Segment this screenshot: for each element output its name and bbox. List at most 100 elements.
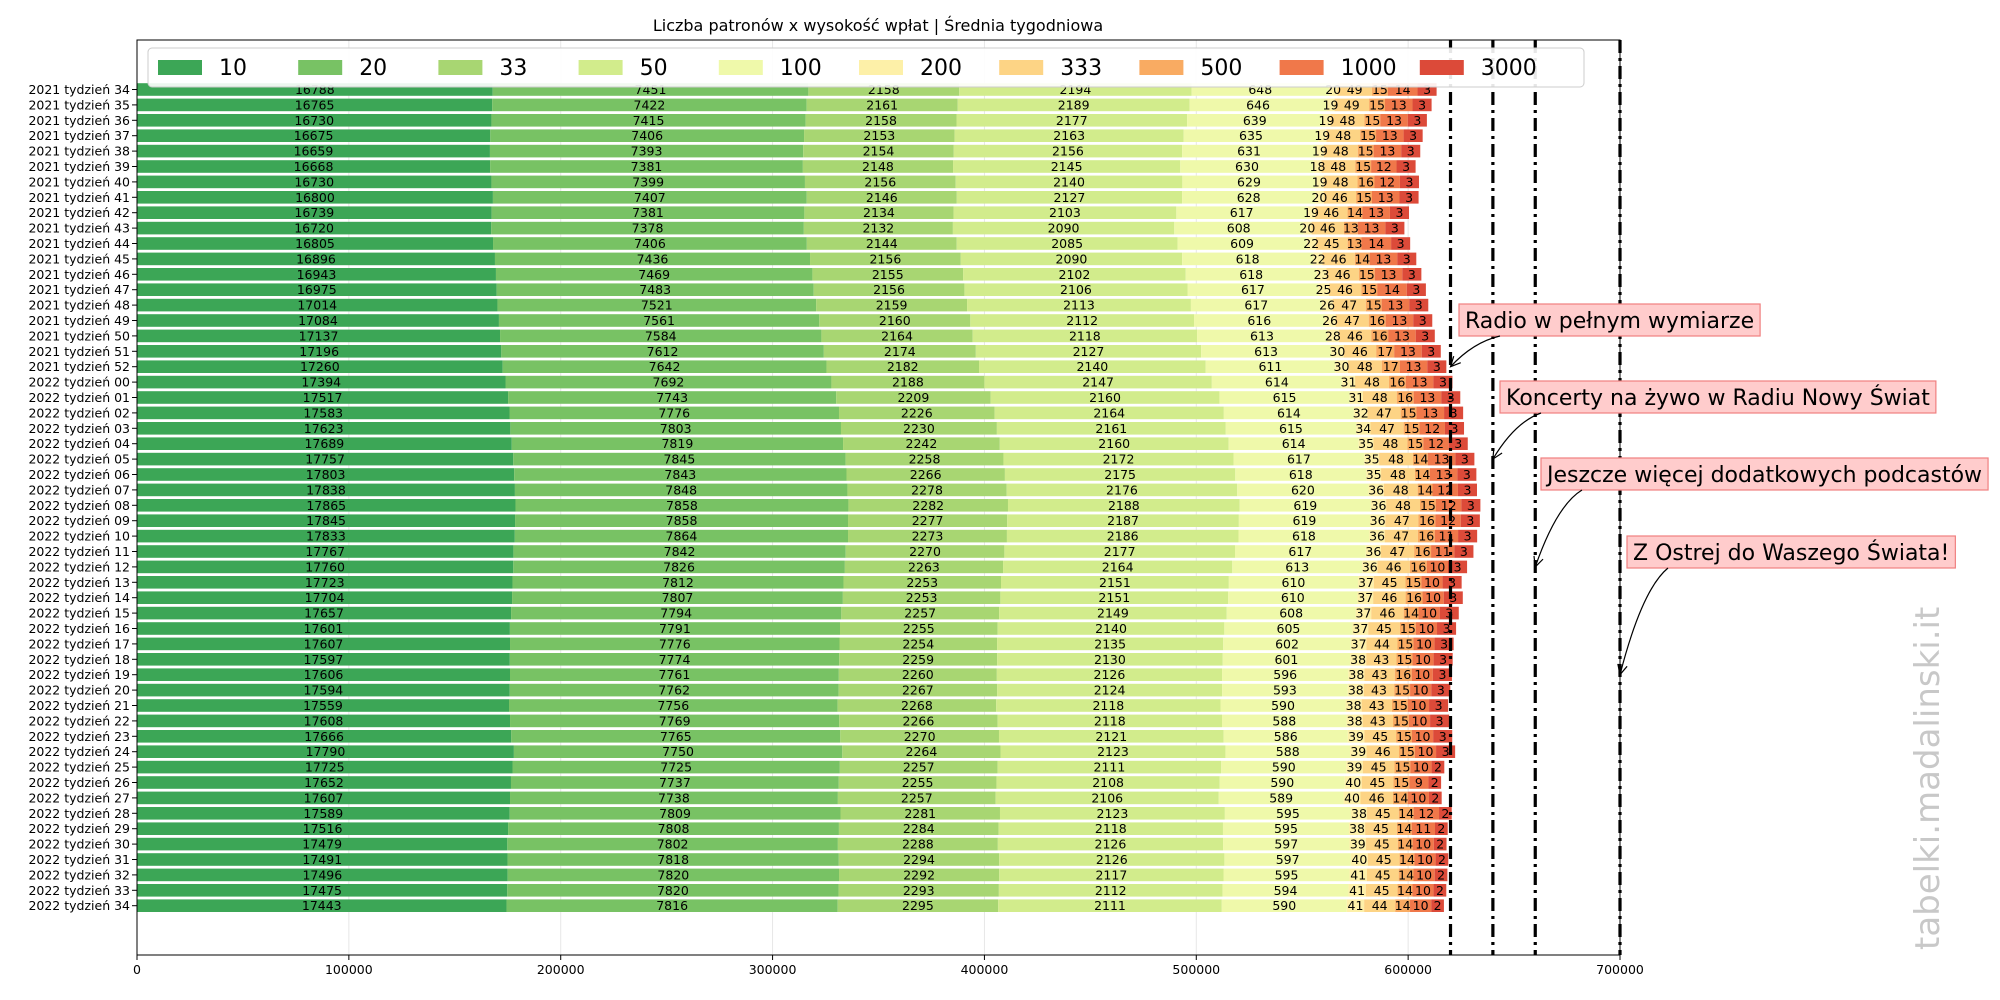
bar-value-label: 629 xyxy=(1237,174,1261,189)
bar-segment xyxy=(1458,529,1478,543)
bar-segment xyxy=(1360,791,1393,805)
annotation-text: Z Ostrej do Waszego Świata! xyxy=(1633,540,1949,566)
bar-segment xyxy=(137,468,515,481)
bar-value-label: 2161 xyxy=(1095,421,1127,436)
bar-value-label: 2264 xyxy=(906,744,938,759)
bar-segment xyxy=(839,637,998,651)
bar-value-label: 45 xyxy=(1375,867,1391,882)
bar-value-label: 595 xyxy=(1274,821,1298,836)
bar-segment xyxy=(491,206,805,219)
legend-label: 33 xyxy=(499,56,527,81)
bar-segment xyxy=(1321,160,1356,173)
bar-segment xyxy=(837,791,996,805)
bar-segment xyxy=(1177,237,1307,250)
bar-segment xyxy=(1324,314,1336,327)
bar-segment xyxy=(511,730,841,743)
bar-segment xyxy=(1306,237,1316,250)
bar-value-label: 2 xyxy=(1436,837,1444,852)
bar-value-label: 2164 xyxy=(1093,405,1125,420)
bar-segment xyxy=(1373,144,1402,158)
bar-segment xyxy=(839,653,998,666)
bar-value-label: 39 xyxy=(1348,729,1364,744)
bar-value-label: 43 xyxy=(1371,683,1387,698)
bar-value-label: 2174 xyxy=(884,344,916,359)
bar-segment xyxy=(1444,406,1464,420)
bar-value-label: 13 xyxy=(1406,359,1422,374)
bar-segment xyxy=(489,144,804,158)
bar-segment xyxy=(838,406,995,420)
bar-value-label: 38 xyxy=(1348,683,1364,698)
bar-value-label: 3 xyxy=(1450,405,1458,420)
bar-segment xyxy=(1418,514,1436,527)
bar-value-label: 19 xyxy=(1312,144,1328,159)
bar-value-label: 7803 xyxy=(660,421,692,436)
bar-value-label: 14 xyxy=(1399,852,1415,867)
bar-segment xyxy=(997,637,1224,651)
bar-value-label: 2111 xyxy=(1094,760,1126,775)
bar-segment xyxy=(137,714,511,728)
bar-segment xyxy=(137,298,498,312)
y-tick-label: 2021 tydzień 47 xyxy=(28,282,130,297)
bar-segment xyxy=(1411,668,1433,681)
annotation-arrow xyxy=(1450,335,1501,368)
bar-segment xyxy=(1349,822,1366,835)
bar-value-label: 45 xyxy=(1373,821,1389,836)
bar-segment xyxy=(1413,314,1433,327)
bar-segment xyxy=(1331,345,1344,358)
y-tick-label: 2022 tydzień 20 xyxy=(28,683,130,698)
bar-value-label: 13 xyxy=(1364,221,1380,236)
bar-segment xyxy=(511,437,844,450)
bar-value-label: 7808 xyxy=(658,821,690,836)
bar-value-label: 41 xyxy=(1350,867,1366,882)
bar-value-label: 20 xyxy=(1311,190,1327,205)
bar-segment xyxy=(1357,591,1374,604)
bar-value-label: 3 xyxy=(1463,467,1471,482)
bar-value-label: 48 xyxy=(1393,482,1409,497)
bar-segment xyxy=(1233,452,1365,466)
bar-segment xyxy=(1379,452,1413,466)
bar-segment xyxy=(1410,683,1432,697)
bar-value-label: 35 xyxy=(1364,452,1380,467)
bar-segment xyxy=(507,853,839,866)
bar-value-label: 2156 xyxy=(864,174,896,189)
bar-segment xyxy=(1361,776,1394,789)
bar-value-label: 610 xyxy=(1281,590,1305,605)
bar-segment xyxy=(837,899,999,912)
bar-value-label: 2 xyxy=(1434,760,1442,775)
legend-label: 20 xyxy=(359,56,387,81)
bar-segment xyxy=(1185,268,1317,281)
bar-segment xyxy=(1402,268,1422,281)
bar-segment xyxy=(510,776,839,789)
bar-value-label: 22 xyxy=(1310,251,1326,266)
bar-segment xyxy=(1366,868,1399,882)
bar-segment xyxy=(1176,206,1308,219)
bar-value-label: 2230 xyxy=(903,421,935,436)
bar-value-label: 616 xyxy=(1247,313,1271,328)
bar-segment xyxy=(1362,391,1397,404)
bar-segment xyxy=(1399,175,1419,189)
bar-value-label: 2090 xyxy=(1056,251,1088,266)
bar-segment xyxy=(1357,175,1375,189)
bar-segment xyxy=(137,560,514,574)
bar-segment xyxy=(492,98,807,112)
bar-value-label: 17760 xyxy=(305,559,345,574)
bar-value-label: 35 xyxy=(1366,467,1382,482)
bar-value-label: 17657 xyxy=(304,606,344,621)
bar-value-label: 38 xyxy=(1350,652,1366,667)
bar-value-label: 7843 xyxy=(664,467,696,482)
bar-value-label: 45 xyxy=(1324,236,1340,251)
annotation-arrow xyxy=(1534,489,1583,568)
bar-segment xyxy=(1429,699,1449,712)
y-tick-label: 2022 tydzień 21 xyxy=(28,698,130,713)
bar-segment xyxy=(507,884,839,897)
bar-segment xyxy=(1343,791,1361,805)
legend-swatch xyxy=(298,60,343,75)
bar-segment xyxy=(952,221,1175,235)
bar-segment xyxy=(1369,252,1398,266)
bar-value-label: 43 xyxy=(1372,667,1388,682)
bar-value-label: 47 xyxy=(1341,298,1357,313)
legend-swatch xyxy=(859,60,903,75)
bar-value-label: 615 xyxy=(1279,421,1303,436)
bar-segment xyxy=(513,745,843,758)
bar-segment xyxy=(137,745,514,758)
